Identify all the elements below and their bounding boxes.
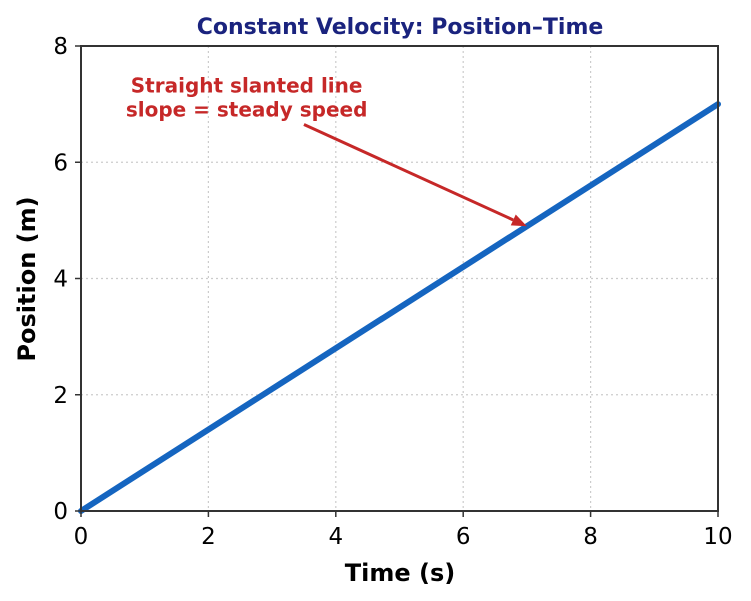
x-tick-label: 8 [583, 524, 598, 550]
annotation-arrow-head [510, 214, 527, 227]
annotation-arrow-shaft [303, 123, 514, 222]
x-tick-label: 10 [703, 524, 732, 550]
y-tick-label: 8 [53, 34, 68, 60]
y-tick-label: 2 [53, 383, 68, 409]
annotation-text-line: Straight slanted line [131, 73, 363, 97]
series-line [78, 101, 721, 514]
y-tick-label: 4 [53, 267, 68, 293]
x-axis-label: Time (s) [345, 559, 455, 587]
y-tick-label: 6 [53, 150, 68, 176]
x-tick-label: 0 [74, 524, 89, 550]
x-tick-label: 6 [456, 524, 471, 550]
x-tick-label: 2 [201, 524, 216, 550]
chart-title: Constant Velocity: Position–Time [197, 15, 604, 40]
series-layer [78, 101, 721, 514]
y-axis-label: Position (m) [13, 196, 41, 361]
annotation-text-line: slope = steady speed [126, 97, 368, 121]
x-tick-label: 4 [328, 524, 343, 550]
grid-lines [81, 46, 718, 511]
y-axis-ticks: 0 2 4 6 8 [53, 34, 81, 525]
x-axis-ticks: 0 2 4 6 8 10 [74, 511, 733, 550]
y-tick-label: 0 [53, 499, 68, 525]
